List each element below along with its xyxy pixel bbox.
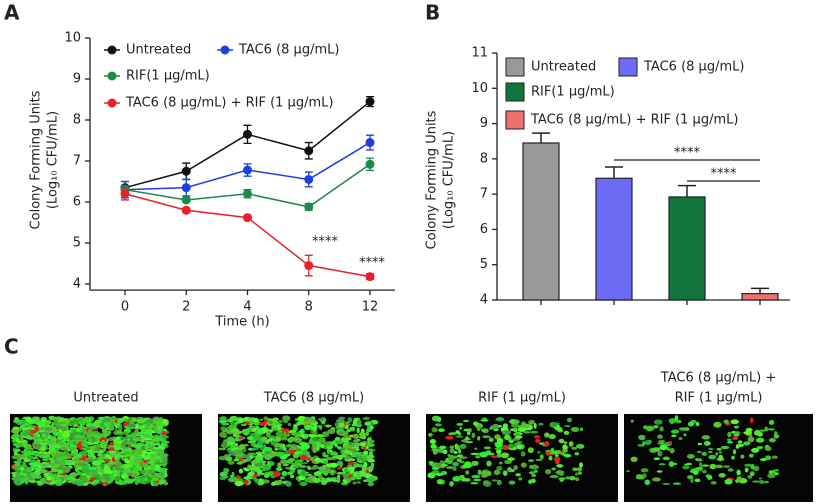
legend-swatch [505, 57, 525, 77]
x-tick-label: 4 [243, 300, 251, 315]
y-tick-label: 9 [480, 116, 488, 131]
data-point [304, 174, 314, 184]
legend-label: RIF(1 μg/mL) [126, 69, 210, 84]
y-tick-label: 7 [480, 187, 488, 202]
y-axis-label: Colony Forming Units [425, 110, 440, 249]
data-point [243, 189, 252, 199]
data-point [181, 205, 191, 215]
data-point [304, 261, 314, 271]
y-tick-label: 5 [73, 236, 81, 251]
biofilm-texture [427, 415, 585, 487]
panel-label: C [4, 335, 19, 359]
image-caption: TAC6 (8 μg/mL) + [660, 371, 776, 386]
legend-label: TAC6 (8 μg/mL) + RIF (1 μg/mL) [530, 113, 738, 128]
data-point [365, 138, 375, 148]
data-point [365, 272, 375, 282]
legend-label: TAC6 (8 μg/mL) [643, 60, 744, 75]
legend-marker [107, 98, 117, 108]
x-axis-label: Time (h) [214, 315, 269, 330]
data-point [181, 195, 191, 205]
y-axis-label: Colony Forming Units [29, 90, 44, 229]
bar [522, 142, 560, 301]
x-tick-label: 2 [182, 300, 190, 315]
data-point [243, 165, 252, 175]
bar [741, 293, 779, 301]
bar [595, 177, 633, 301]
error-bar [532, 132, 550, 143]
legend-marker [107, 71, 117, 81]
image-caption: TAC6 (8 μg/mL) [263, 391, 364, 406]
data-point [120, 189, 130, 199]
image-caption: Untreated [73, 391, 138, 406]
data-point [181, 166, 191, 176]
x-tick-label: 8 [305, 300, 313, 315]
bar [668, 196, 706, 301]
legend-label: Untreated [531, 60, 596, 75]
annotation: **** [674, 146, 701, 161]
legend-marker [220, 45, 230, 55]
data-point [365, 97, 375, 107]
y-tick-label: 4 [480, 293, 488, 308]
annotation: **** [711, 167, 738, 182]
panel-label: A [4, 1, 20, 25]
y-tick-label: 6 [73, 195, 81, 210]
error-bar [605, 166, 623, 179]
legend-marker [107, 45, 117, 55]
data-point [304, 146, 314, 156]
annotation: **** [312, 235, 339, 250]
error-bar [751, 287, 769, 294]
y-tick-label: 5 [480, 257, 488, 272]
legend-swatch [618, 57, 638, 77]
data-point [365, 159, 375, 169]
x-tick-label: 12 [362, 300, 379, 315]
biofilm-texture [10, 415, 170, 487]
y-tick-label: 4 [73, 277, 81, 292]
annotation: **** [359, 256, 386, 271]
panel-label: B [425, 1, 440, 25]
legend-label: TAC6 (8 μg/mL) [238, 43, 339, 58]
x-tick-label: 0 [121, 300, 129, 315]
y-tick-label: 9 [73, 72, 81, 87]
legend-swatch [505, 82, 525, 102]
y-axis-label: (Log₁₀ CFU/mL) [442, 131, 457, 229]
image-caption: RIF (1 μg/mL) [478, 391, 566, 406]
y-axis-label: (Log₁₀ CFU/mL) [46, 111, 61, 209]
y-tick-label: 10 [64, 31, 81, 46]
error-bar [678, 184, 696, 197]
y-tick-label: 7 [73, 154, 81, 169]
data-point [304, 202, 314, 212]
y-tick-label: 6 [480, 222, 488, 237]
legend-swatch [505, 110, 525, 130]
y-tick-label: 8 [73, 113, 81, 128]
y-tick-label: 10 [471, 81, 488, 96]
data-point [243, 213, 252, 223]
legend-label: TAC6 (8 μg/mL) + RIF (1 μg/mL) [125, 96, 333, 111]
y-tick-label: 11 [471, 46, 488, 61]
image-caption: RIF (1 μg/mL) [675, 391, 763, 406]
y-tick-label: 8 [480, 151, 488, 166]
biofilm-texture [218, 415, 379, 487]
data-point [243, 129, 252, 139]
biofilm-texture [626, 415, 780, 486]
data-point [181, 183, 191, 193]
legend-label: Untreated [126, 43, 191, 58]
legend-label: RIF(1 μg/mL) [531, 85, 615, 100]
